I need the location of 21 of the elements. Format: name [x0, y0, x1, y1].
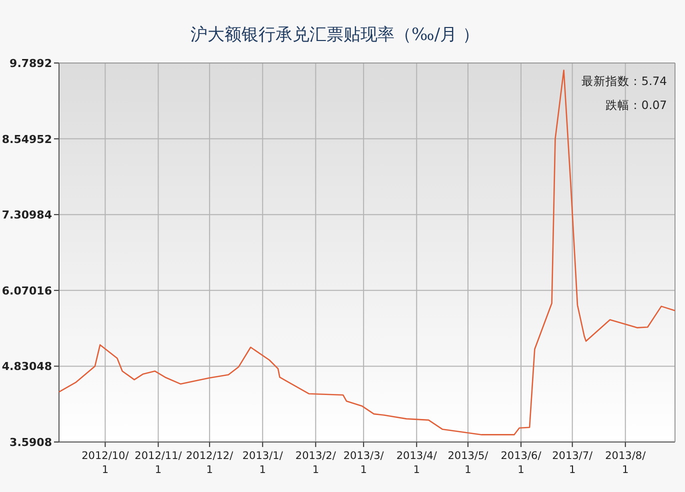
annotation: 跌幅：0.07 [605, 98, 667, 112]
x-tick-label: 2012/10/1 [82, 450, 130, 476]
y-tick-label: 8.54952 [2, 132, 52, 146]
y-tick-label: 6.07016 [2, 284, 52, 298]
x-tick-label: 2013/6/1 [500, 450, 542, 476]
chart-title: 沪大额银行承兑汇票贴现率（‰/月 ） [190, 25, 480, 45]
x-tick-label: 2013/4/1 [396, 450, 438, 476]
x-tick-label: 2013/5/1 [448, 450, 489, 476]
line-series [58, 70, 676, 436]
x-tick-label: 2013/7/1 [552, 450, 594, 476]
y-tick-label: 4.83048 [2, 360, 52, 374]
x-tick-label: 2013/1/1 [242, 450, 284, 476]
y-tick-label: 7.30984 [2, 208, 52, 222]
y-tick-label: 9.7892 [10, 57, 52, 70]
x-tick-label: 2013/8/1 [605, 450, 646, 476]
x-tick-label: 2012/11/1 [134, 450, 182, 476]
x-tick-label: 2012/12/1 [186, 450, 234, 476]
x-tick-label: 2013/3/1 [343, 450, 384, 476]
annotation: 最新指数：5.74 [581, 74, 667, 88]
x-tick-label: 2013/2/1 [295, 450, 336, 476]
y-tick-label: 3.5908 [10, 436, 52, 449]
